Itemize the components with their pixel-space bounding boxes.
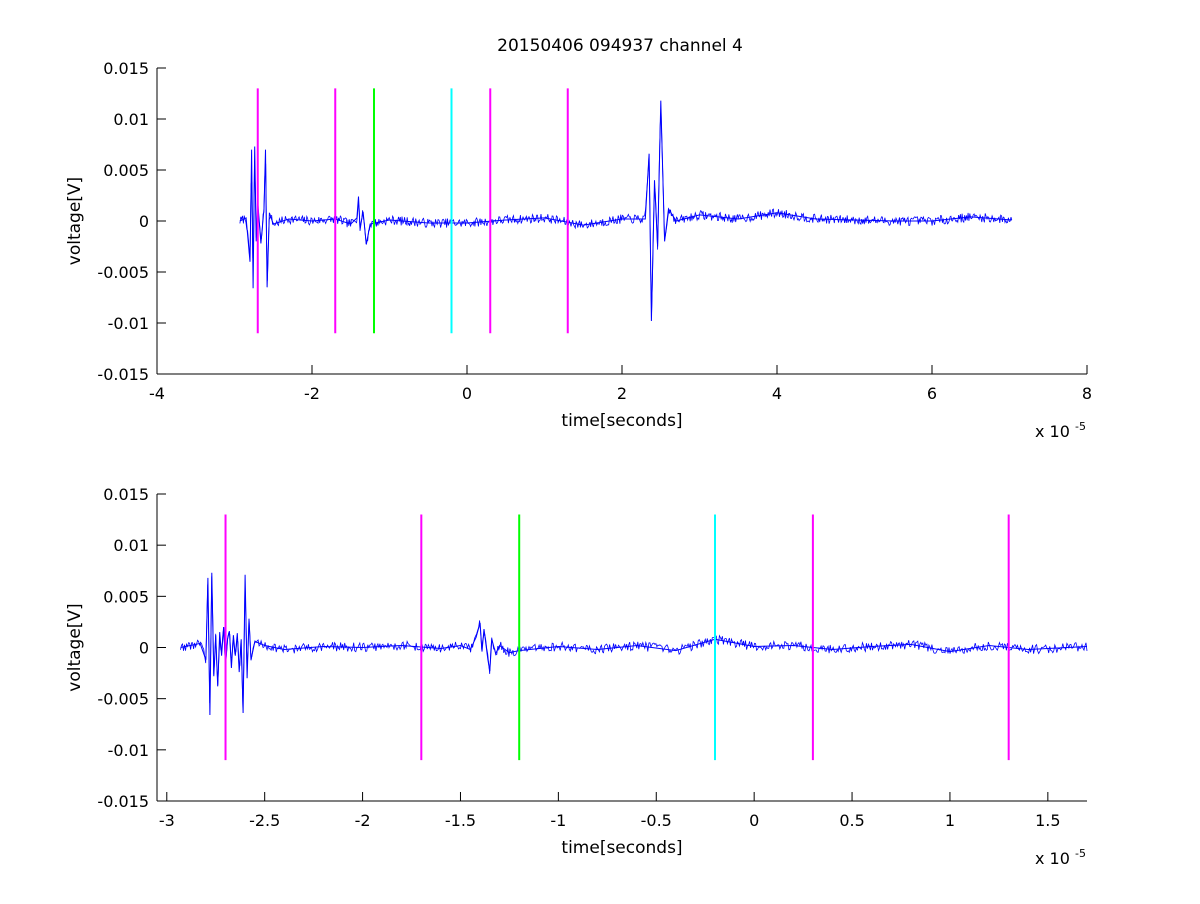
y-tick-label: 0.005 (103, 161, 149, 180)
figure-title: 20150406 094937 channel 4 (497, 36, 743, 56)
y-tick-label: -0.015 (97, 365, 149, 384)
voltage-trace-noise (180, 576, 1088, 709)
y-axis-label: voltage[V] (65, 177, 85, 265)
voltage-trace (180, 572, 1088, 716)
x-tick-label: -1.5 (445, 811, 476, 830)
x-tick-label: 0 (462, 384, 472, 403)
y-tick-label: -0.015 (97, 792, 149, 811)
x-scale-multiplier: x 10 -5 (1035, 847, 1086, 868)
y-tick-label: 0.015 (103, 59, 149, 78)
x-tick-label: -3 (159, 811, 175, 830)
y-tick-label: 0 (139, 212, 149, 231)
x-tick-label: 8 (1082, 384, 1092, 403)
x-tick-label: 6 (927, 384, 937, 403)
bottom-plot-panel: -0.015 -0.01 -0.005 0 0.005 0.01 0.015 -3 -2.5 -2… (65, 485, 1088, 868)
x-tick-label: -2.5 (249, 811, 280, 830)
y-tick-label: -0.01 (108, 741, 149, 760)
voltage-trace-noise (239, 109, 1013, 314)
x-axis-label: time[seconds] (561, 411, 682, 431)
y-tick-label: 0.01 (113, 110, 149, 129)
x-tick-label: 4 (772, 384, 782, 403)
y-tick-label: 0.01 (113, 536, 149, 555)
top-plot-panel: -0.015 -0.01 -0.005 0 0.005 0.01 0.015 -4 -2 0 2 4 6… (65, 59, 1092, 441)
y-tick-label: 0.015 (103, 485, 149, 504)
y-tick-label: -0.005 (97, 263, 149, 282)
x-tick-label: 1.5 (1035, 811, 1060, 830)
y-tick-label: -0.005 (97, 690, 149, 709)
voltage-trace (239, 100, 1012, 322)
y-tick-label: 0 (139, 639, 149, 658)
x-scale-multiplier: x 10 -5 (1035, 420, 1086, 441)
x-tick-label: 0.5 (839, 811, 864, 830)
x-axis-label: time[seconds] (561, 838, 682, 858)
y-tick-label: -0.01 (108, 314, 149, 333)
x-tick-label: 1 (945, 811, 955, 830)
x-scale-exponent: -5 (1075, 420, 1086, 433)
x-tick-label: -4 (149, 384, 165, 403)
x-tick-label: -0.5 (641, 811, 672, 830)
y-axis-label: voltage[V] (65, 603, 85, 691)
x-tick-label: 2 (617, 384, 627, 403)
x-scale-exponent: -5 (1075, 847, 1086, 860)
x-tick-label: 0 (749, 811, 759, 830)
x-tick-label: -1 (550, 811, 566, 830)
x-tick-label: -2 (304, 384, 320, 403)
x-tick-label: -2 (355, 811, 371, 830)
y-tick-label: 0.005 (103, 587, 149, 606)
